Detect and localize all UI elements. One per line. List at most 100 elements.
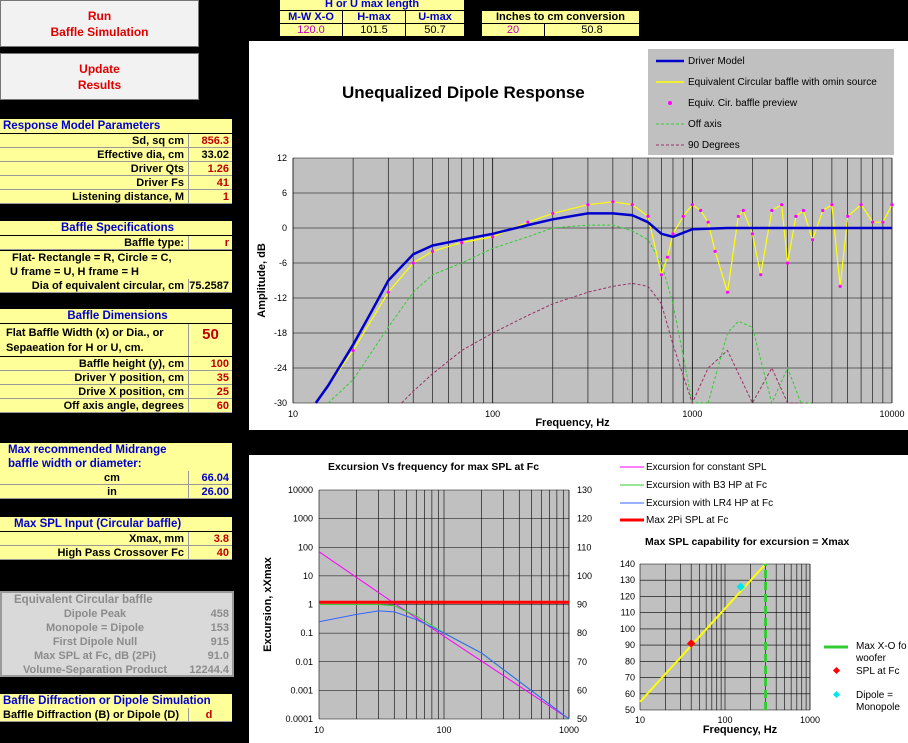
maxspl-chart-title: Max SPL capability for excursion = Xmax	[645, 536, 850, 548]
legend-offaxis-label: Off axis	[688, 119, 722, 130]
maxspl-param-label: High Pass Crossover Fc	[0, 546, 188, 560]
response-param-value[interactable]: 41	[188, 176, 232, 190]
y-tick-label: 140	[620, 559, 635, 569]
maxspl-param-row: High Pass Crossover Fc 40	[0, 546, 232, 560]
legend-preview-label: Equiv. Cir. baffle preview	[688, 98, 798, 109]
y-tick-label: 0.01	[295, 657, 313, 667]
y2-tick-label: 130	[577, 485, 592, 495]
response-param-value[interactable]: 1	[188, 190, 232, 204]
x-tick-label: 10	[314, 725, 324, 735]
preview-point	[780, 203, 784, 207]
response-param-label: Effective dia, cm	[0, 148, 188, 162]
hmax-value: 101.5	[343, 24, 405, 36]
preview-point	[881, 220, 885, 224]
midrange-title-2: baffle width or diameter:	[8, 458, 142, 470]
baffle-dim-row: Driver Y position, cm 35	[0, 371, 232, 385]
midrange-value: 66.04	[188, 471, 232, 485]
equiv-param-row: First Dipole Null 915	[2, 635, 232, 649]
preview-point	[725, 290, 730, 294]
response-title: Response Model Parameters	[0, 119, 232, 133]
response-param-value[interactable]: 1.26	[188, 162, 232, 176]
legend-equiv-label: Equivalent Circular baffle with omin sou…	[688, 77, 877, 88]
baffle-dim-value[interactable]: 25	[188, 385, 232, 399]
simulation-input[interactable]: d	[188, 708, 232, 722]
series-off-axis	[327, 224, 813, 405]
conv-title: Inches to cm conversion	[482, 11, 639, 23]
maxspl-param-value[interactable]: 3.8	[188, 532, 232, 546]
baffle-type-row: Baffle type: r	[0, 236, 232, 250]
equiv-param-value: 915	[210, 636, 229, 648]
preview-point	[430, 249, 435, 253]
baffle-type-input[interactable]: r	[188, 236, 232, 250]
midrange-title: Max recommended Midrange baffle width or…	[0, 443, 232, 471]
x-tick-label: 1000	[559, 725, 579, 735]
x-tick-label: 100	[717, 715, 732, 725]
baffle-dim-row: Baffle height (y), cm 100	[0, 357, 232, 371]
legend-const-label: Excursion for constant SPL	[646, 462, 767, 473]
response-param-label: Sd, sq cm	[0, 134, 188, 148]
preview-point	[690, 203, 694, 207]
midrange-value: 26.00	[188, 485, 232, 499]
equiv-param-row: Monopole = Dipole 153	[2, 621, 232, 635]
legend-dipole-label-2: Monopole	[856, 702, 900, 713]
response-param-row: Driver Qts 1.26	[0, 162, 232, 176]
equiv-param-row: Volume-Separation Product 12244.4	[2, 663, 232, 677]
preview-point	[411, 261, 415, 265]
umax-header: U-max	[406, 11, 464, 23]
preview-point	[750, 232, 755, 236]
plot-area	[293, 158, 892, 403]
preview-point	[460, 240, 464, 245]
update-results-button[interactable]: Update Results	[0, 53, 199, 100]
midrange-row: cm 66.04	[0, 471, 232, 485]
update-label: Update	[79, 61, 120, 76]
cm-output: 50.8	[545, 24, 639, 36]
baffle-width-input[interactable]: 50	[188, 324, 232, 356]
y2-tick-label: 100	[577, 571, 592, 581]
response-param-label: Driver Qts	[0, 162, 188, 176]
maxspl-title: Max SPL Input (Circular baffle)	[0, 517, 232, 531]
baffle-type-label: Baffle type:	[0, 236, 188, 250]
baffle-dim-value[interactable]: 60	[188, 399, 232, 413]
maxspl-param-label: Xmax, mm	[0, 532, 188, 546]
response-param-value[interactable]: 33.02	[188, 148, 232, 162]
series-90-degrees	[401, 282, 813, 405]
y-tick-label: 90	[625, 640, 635, 650]
y-tick-label: 0	[282, 223, 287, 233]
y2-tick-label: 70	[577, 657, 587, 667]
response-param-label: Driver Fs	[0, 176, 188, 190]
y-tick-label: 10000	[288, 485, 313, 495]
equiv-dia-value: 75.2587	[188, 279, 232, 293]
preview-point	[846, 214, 850, 218]
run-sublabel: Baffle Simulation	[50, 24, 149, 39]
x-tick-label: 1000	[800, 715, 820, 725]
update-sublabel: Results	[77, 77, 122, 92]
baffle-dim-row: Off axis angle, degrees 60	[0, 399, 232, 413]
maxspl-param-row: Xmax, mm 3.8	[0, 532, 232, 546]
preview-point	[491, 235, 495, 239]
equiv-baffle-panel	[0, 591, 234, 677]
preview-point	[810, 238, 815, 242]
baffle-dim-value[interactable]: 100	[188, 357, 232, 371]
y-tick-label: 100	[620, 624, 635, 634]
response-param-label: Listening distance, M	[0, 190, 188, 204]
legend-dipole-swatch	[832, 690, 841, 699]
preview-point	[526, 220, 530, 224]
inches-input[interactable]: 20	[482, 24, 544, 36]
equiv-param-label: Volume-Separation Product	[22, 664, 168, 676]
y-tick-label: 10	[303, 571, 313, 581]
preview-point	[659, 273, 664, 277]
baffle-dim-label: Drive X position, cm	[0, 385, 188, 399]
response-param-value[interactable]: 856.3	[188, 134, 232, 148]
baffle-dim-value[interactable]: 35	[188, 371, 232, 385]
x-axis-label: Frequency, Hz	[535, 417, 610, 429]
run-simulation-button[interactable]: Run Baffle Simulation	[0, 0, 199, 47]
baffle-width-label-2: Sepaeation for H or U, cm.	[6, 342, 144, 354]
preview-point	[770, 208, 774, 213]
maxspl-param-value[interactable]: 40	[188, 546, 232, 560]
midrange-row: in 26.00	[0, 485, 232, 499]
mw-xo-value: 120.0	[280, 24, 342, 36]
preview-point	[386, 290, 390, 294]
